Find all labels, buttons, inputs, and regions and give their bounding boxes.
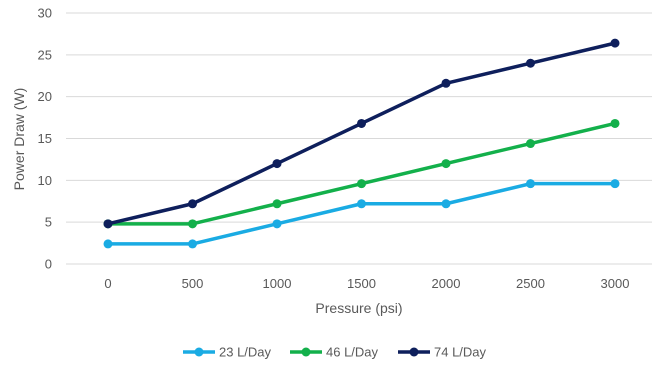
- y-tick-label: 20: [38, 89, 52, 104]
- data-point: [103, 239, 113, 249]
- data-point: [188, 219, 197, 229]
- y-tick-label: 15: [38, 131, 52, 146]
- data-point: [526, 58, 535, 68]
- x-axis-label: Pressure (psi): [315, 300, 402, 316]
- data-point: [357, 179, 366, 189]
- series-line-1: [106, 181, 617, 246]
- x-tick-label: 3000: [601, 276, 630, 291]
- y-tick-label: 10: [38, 173, 52, 188]
- data-point: [272, 159, 282, 169]
- data-point: [610, 118, 620, 128]
- x-tick-label: 0: [104, 276, 111, 291]
- data-point: [272, 219, 282, 229]
- y-tick-label: 0: [45, 257, 52, 272]
- data-point: [610, 179, 620, 189]
- data-point: [610, 38, 620, 48]
- legend-marker: [194, 347, 204, 357]
- data-point: [357, 199, 366, 209]
- data-point: [441, 199, 451, 209]
- x-tick-label: 500: [182, 276, 204, 291]
- grid-lines: [66, 12, 652, 223]
- y-axis-label: Power Draw (W): [11, 88, 27, 191]
- y-tick-label: 30: [38, 6, 52, 21]
- x-tick-label: 1000: [263, 276, 292, 291]
- legend-marker: [301, 347, 311, 357]
- y-tick-label: 5: [45, 215, 52, 230]
- legend-label: 74 L/Day: [434, 345, 487, 360]
- x-tick-label: 1500: [347, 276, 376, 291]
- data-point: [272, 199, 282, 209]
- series-group: [103, 38, 620, 249]
- legend-label: 46 L/Day: [326, 345, 379, 360]
- data-point: [357, 118, 366, 128]
- y-tick-label: 25: [38, 47, 52, 62]
- data-point: [526, 179, 535, 189]
- data-point: [188, 199, 197, 209]
- data-point: [441, 78, 451, 88]
- data-point: [526, 139, 535, 149]
- series-line-3: [106, 41, 617, 226]
- legend: 23 L/Day 46 L/Day 74 L/Day: [183, 345, 487, 360]
- data-point: [103, 219, 113, 229]
- y-axis-ticks: 0 5 10 15 20 25 30: [38, 6, 52, 272]
- legend-marker: [409, 347, 419, 357]
- data-point: [441, 159, 451, 169]
- x-axis-ticks: 0 500 1000 1500 2000 2500 3000: [104, 276, 629, 291]
- x-tick-label: 2500: [516, 276, 545, 291]
- legend-label: 23 L/Day: [219, 345, 272, 360]
- data-point: [188, 239, 197, 249]
- x-tick-label: 2000: [432, 276, 461, 291]
